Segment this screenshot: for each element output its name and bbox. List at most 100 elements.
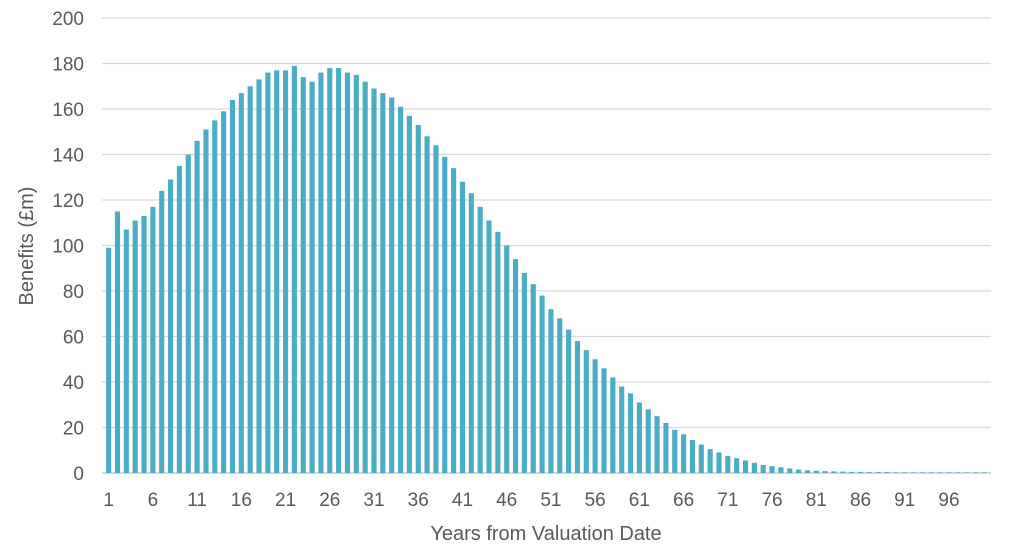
bar-year-85 (849, 471, 855, 473)
x-tick-label: 91 (894, 490, 915, 511)
bar-year-34 (397, 106, 404, 473)
bar-year-42 (468, 193, 474, 474)
y-axis-tick-labels: 0 20 40 60 80 100 120 140 160 180 200 (52, 9, 84, 485)
bar-year-97 (955, 472, 961, 473)
bar-year-81 (813, 470, 819, 473)
bar-year-52 (557, 318, 563, 473)
bar-year-65 (672, 429, 678, 473)
bar-year-84 (840, 471, 846, 473)
x-tick-label: 46 (496, 490, 517, 511)
bar-year-92 (911, 472, 917, 473)
x-tick-label: 31 (363, 490, 384, 511)
bar-year-100 (981, 472, 987, 473)
bar-year-79 (796, 469, 802, 473)
bar-year-98 (964, 472, 970, 473)
bar-year-74 (751, 462, 757, 473)
bar-year-57 (601, 368, 607, 473)
bar-year-24 (309, 81, 315, 473)
x-tick-label: 76 (761, 490, 782, 511)
x-tick-label: 1 (103, 490, 114, 511)
x-tick-label: 51 (540, 490, 561, 511)
bar-year-96 (946, 472, 952, 473)
bar-year-73 (742, 460, 749, 473)
y-tick-label: 160 (52, 100, 84, 121)
bar-year-39 (442, 156, 448, 473)
bar-year-10 (185, 154, 191, 473)
bar-year-32 (380, 93, 386, 473)
bar-year-4 (132, 220, 138, 473)
bar-year-17 (247, 86, 253, 473)
bar-year-27 (336, 68, 342, 474)
x-tick-label: 36 (408, 490, 429, 511)
bar-year-99 (972, 472, 979, 473)
bar-year-76 (769, 466, 775, 473)
bar-year-16 (238, 93, 244, 473)
x-tick-label: 21 (275, 490, 296, 511)
bar-year-56 (592, 359, 598, 473)
y-tick-label: 80 (63, 282, 84, 303)
bar-year-18 (256, 79, 262, 474)
bar-year-61 (636, 402, 642, 473)
bar-year-88 (875, 472, 881, 473)
bar-year-36 (415, 124, 421, 474)
bar-year-59 (619, 386, 625, 473)
y-tick-label: 0 (73, 464, 84, 485)
bar-year-33 (389, 97, 395, 473)
x-tick-label: 26 (319, 490, 340, 511)
x-tick-label: 61 (629, 490, 650, 511)
bar-year-69 (707, 449, 713, 473)
x-tick-label: 41 (452, 490, 473, 511)
x-tick-label: 6 (148, 490, 159, 511)
bar-year-30 (362, 81, 368, 473)
y-tick-label: 60 (63, 328, 84, 349)
bar-year-91 (902, 472, 908, 473)
bar-year-22 (291, 65, 297, 474)
bar-year-2 (114, 211, 121, 473)
bar-year-64 (663, 422, 669, 473)
bar-year-3 (123, 229, 129, 473)
bar-year-45 (495, 231, 501, 473)
y-tick-label: 100 (52, 237, 84, 258)
bars (106, 65, 987, 474)
bar-year-62 (645, 409, 651, 473)
y-tick-label: 180 (52, 55, 84, 76)
bar-year-86 (857, 471, 864, 473)
bar-year-77 (778, 467, 784, 473)
bar-year-95 (937, 472, 943, 473)
bar-year-40 (451, 168, 457, 473)
bar-year-83 (831, 471, 837, 473)
bar-year-68 (698, 444, 704, 473)
bar-year-44 (486, 220, 492, 473)
x-axis-title: Years from Valuation Date (430, 523, 661, 545)
x-tick-label: 66 (673, 490, 694, 511)
bar-year-53 (566, 329, 572, 473)
bar-year-26 (327, 68, 333, 474)
bar-year-46 (504, 245, 510, 473)
bar-year-47 (512, 259, 519, 473)
bar-year-63 (654, 416, 660, 473)
gridlines (102, 17, 991, 474)
bar-year-72 (734, 458, 740, 473)
bar-year-49 (530, 284, 536, 473)
bar-year-13 (212, 120, 218, 473)
bar-year-38 (433, 145, 439, 473)
bar-year-71 (725, 455, 731, 473)
bar-year-28 (344, 72, 351, 473)
bar-year-50 (539, 295, 545, 473)
bar-year-20 (274, 70, 280, 473)
bar-year-89 (884, 472, 890, 473)
bar-year-75 (760, 465, 766, 473)
y-tick-label: 200 (52, 9, 84, 30)
x-tick-label: 56 (585, 490, 606, 511)
bar-year-37 (424, 136, 430, 474)
bar-year-11 (194, 140, 200, 473)
bar-year-93 (919, 472, 926, 473)
bar-year-31 (371, 88, 377, 474)
y-axis-title: Benefits (£m) (16, 187, 38, 306)
x-tick-label: 96 (938, 490, 959, 511)
bar-year-43 (477, 206, 483, 473)
x-tick-label: 11 (187, 490, 207, 511)
bar-year-90 (893, 472, 899, 473)
bar-year-58 (610, 377, 616, 473)
